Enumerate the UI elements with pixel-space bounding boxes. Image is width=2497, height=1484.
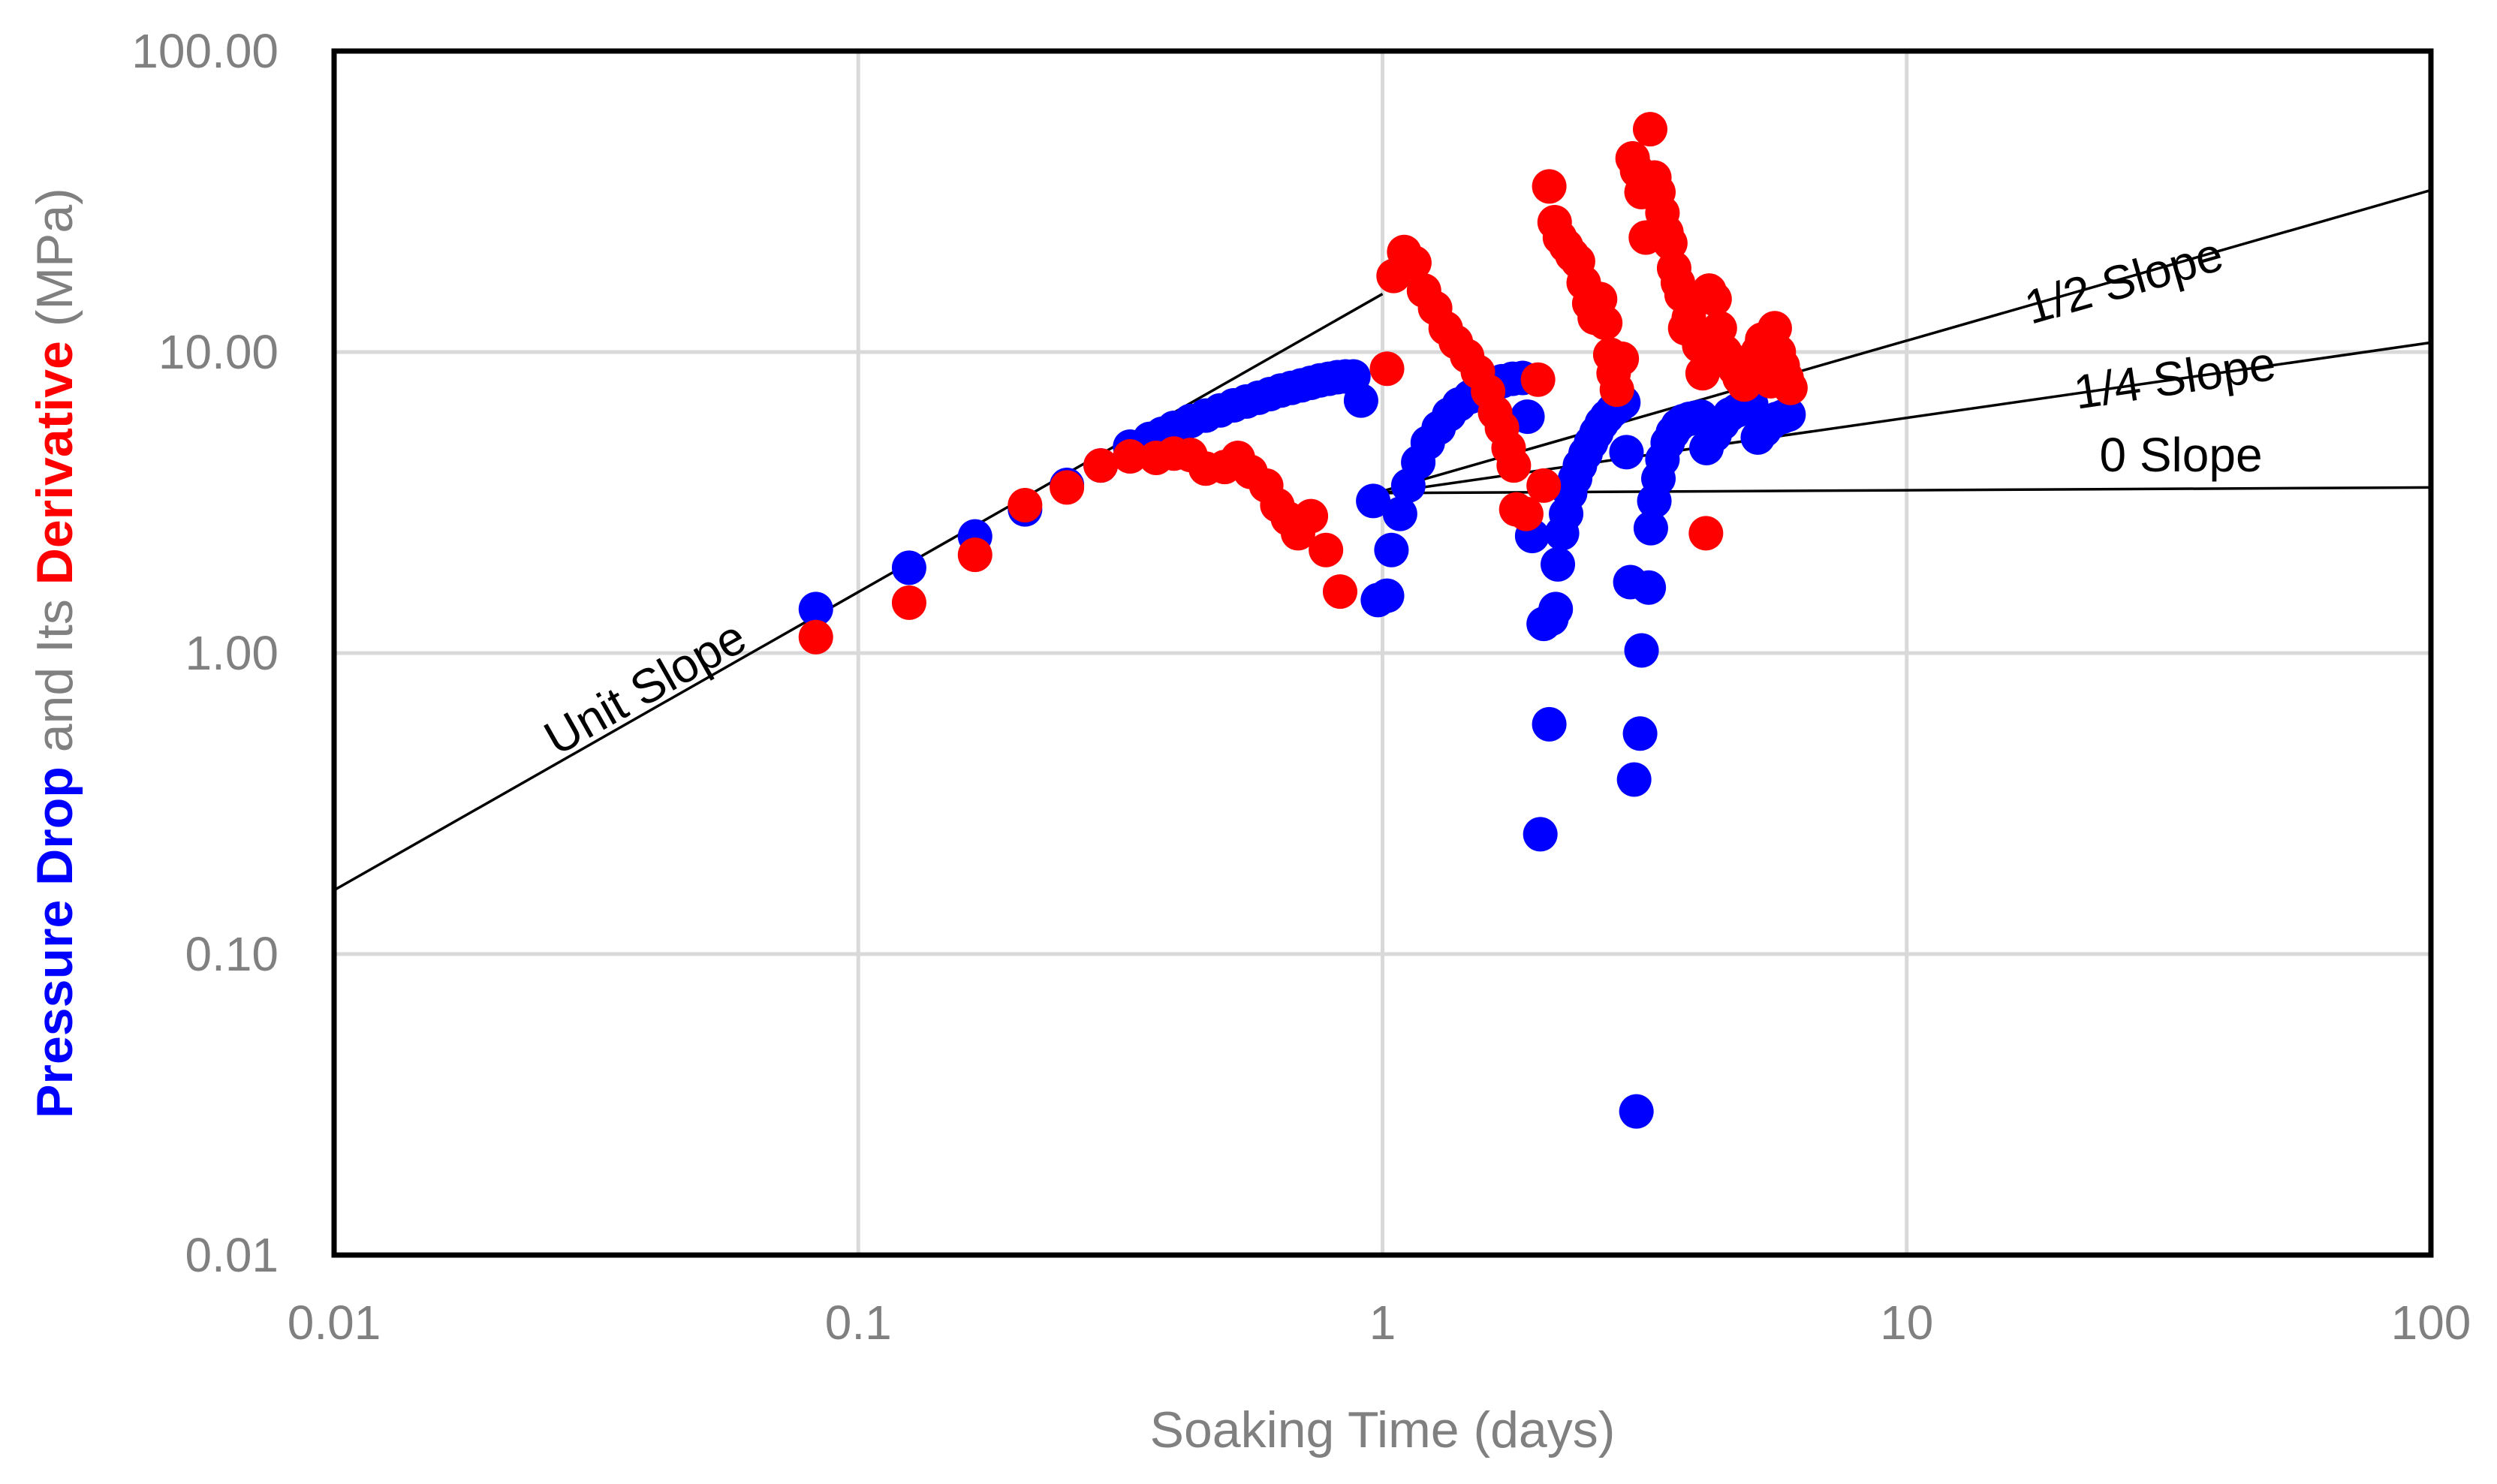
y-tick-label-1: 0.10 — [185, 927, 279, 981]
derivative-point-19 — [1309, 532, 1344, 567]
slope-label-0: Unit Slope — [535, 610, 755, 766]
derivative-point-76 — [1697, 281, 1732, 317]
y-axis-title-part-1: and Its — [26, 585, 83, 766]
y-axis-title: Pressure Drop and Its Derivative (MPa) — [26, 188, 83, 1118]
y-tick-label-0: 0.01 — [185, 1228, 279, 1282]
derivative-point-0 — [798, 619, 833, 655]
y-tick-label-3: 10.00 — [158, 325, 279, 379]
derivative-point-3 — [1008, 487, 1043, 522]
derivative-point-93 — [1773, 370, 1808, 405]
derivative-point-24 — [1396, 245, 1432, 281]
derivative-point-40 — [1532, 169, 1567, 204]
pressure_drop-point-0 — [798, 591, 833, 627]
slope-label-3: 0 Slope — [2099, 428, 2262, 482]
pressure_drop-point-70 — [1624, 633, 1659, 668]
derivative-point-53 — [1599, 372, 1634, 408]
x-tick-label-3: 10 — [1880, 1296, 1933, 1350]
derivative-point-73 — [1685, 356, 1720, 391]
y-axis-title-part-0: Pressure Drop — [26, 766, 83, 1118]
reference-line-2 — [1382, 341, 2432, 495]
derivative-point-6 — [1113, 439, 1148, 474]
derivative-point-1 — [891, 585, 926, 620]
pressure_drop-point-68 — [1619, 1094, 1654, 1129]
pressure_drop-point-95 — [1771, 397, 1806, 432]
derivative-point-20 — [1322, 574, 1357, 610]
pressure_drop-point-29 — [1369, 578, 1405, 613]
pressure_drop-point-69 — [1622, 716, 1658, 751]
pressure_drop-point-46 — [1523, 817, 1558, 852]
series-derivative — [798, 112, 1808, 655]
derivative-point-38 — [1520, 362, 1556, 397]
pressure_drop-point-27 — [1356, 483, 1391, 519]
y-tick-label-2: 1.00 — [185, 626, 279, 680]
pressure_drop-point-65 — [1609, 435, 1644, 470]
derivative-point-54 — [1604, 341, 1640, 376]
plot-area-border — [331, 48, 2434, 1258]
pressure_drop-point-31 — [1382, 496, 1417, 531]
pressure_drop-point-71 — [1631, 570, 1667, 605]
x-tick-label-1: 0.1 — [825, 1296, 892, 1350]
slope-label-1: 1/2 Slope — [2019, 227, 2229, 335]
slope-label-2: 1/4 Slope — [2071, 336, 2279, 420]
pressure_drop-point-1 — [891, 550, 926, 585]
derivative-point-37 — [1508, 496, 1544, 531]
x-tick-label-4: 100 — [2391, 1296, 2471, 1350]
data-series — [798, 112, 1808, 1129]
derivative-point-50 — [1588, 306, 1623, 341]
derivative-point-74 — [1688, 516, 1724, 551]
derivative-point-35 — [1496, 448, 1532, 483]
derivative-point-5 — [1083, 448, 1119, 483]
pressure_drop-point-50 — [1538, 591, 1574, 627]
y-tick-label-4: 100.00 — [131, 24, 279, 78]
y-axis-title-part-2: Derivative — [26, 341, 83, 585]
pressure_drop-point-48 — [1532, 706, 1567, 742]
y-axis-title-part-3: (MPa) — [26, 188, 83, 341]
x-tick-label-2: 1 — [1369, 1296, 1396, 1350]
x-axis-title: Soaking Time (days) — [1150, 1401, 1616, 1458]
x-tick-label-0: 0.01 — [288, 1296, 381, 1350]
derivative-point-59 — [1632, 112, 1667, 147]
pressure_drop-point-67 — [1616, 762, 1652, 797]
reference-line-1 — [1382, 188, 2432, 493]
pressure_drop-point-72 — [1633, 510, 1668, 546]
pressure_drop-point-26 — [1343, 383, 1378, 418]
series-pressure_drop — [798, 359, 1806, 1129]
pressure_drop-point-30 — [1374, 532, 1409, 567]
pressure_drop-point-51 — [1541, 546, 1576, 582]
derivative-point-4 — [1050, 470, 1085, 505]
derivative-point-39 — [1526, 468, 1562, 503]
tick-labels: 0.01 0.1 1 10 100 0.01 0.10 1.00 10.00 100.00 — [131, 24, 2471, 1350]
derivative-point-2 — [957, 537, 992, 573]
reference-line-0 — [333, 293, 1384, 892]
derivative-point-18 — [1294, 498, 1329, 534]
grid-lines — [332, 49, 2433, 1257]
derivative-point-21 — [1369, 351, 1405, 387]
